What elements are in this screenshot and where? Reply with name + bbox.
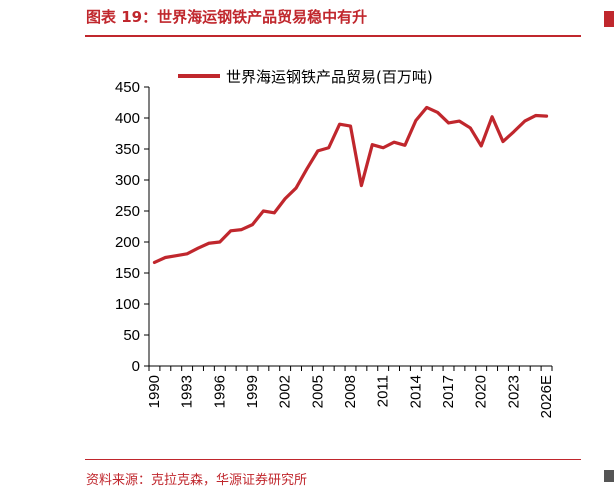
data-point bbox=[403, 144, 407, 147]
data-point bbox=[327, 146, 330, 149]
x-tick-label: 2008 bbox=[342, 375, 359, 408]
y-tick-label: 250 bbox=[115, 203, 140, 220]
y-tick-label: 0 bbox=[132, 358, 140, 375]
data-point bbox=[196, 247, 200, 250]
x-tick-label: 2005 bbox=[309, 375, 326, 408]
x-tick-label: 1990 bbox=[146, 375, 163, 408]
data-point bbox=[501, 140, 505, 143]
data-point bbox=[294, 186, 298, 190]
data-point bbox=[218, 240, 221, 244]
data-point bbox=[447, 121, 450, 125]
y-tick-label: 300 bbox=[115, 172, 140, 189]
data-point bbox=[316, 149, 320, 153]
y-tick-label: 100 bbox=[115, 296, 140, 313]
adjacent-panel-mark bbox=[604, 11, 614, 27]
data-point bbox=[392, 140, 396, 144]
data-point bbox=[338, 123, 341, 126]
adjacent-panel-mark-bottom bbox=[604, 470, 614, 482]
data-point bbox=[360, 184, 363, 187]
x-tick-label: 2014 bbox=[407, 375, 424, 408]
data-point bbox=[175, 254, 178, 257]
data-point bbox=[469, 126, 472, 130]
series-line bbox=[152, 105, 549, 265]
data-point bbox=[414, 119, 418, 122]
data-point bbox=[273, 211, 276, 215]
source-note: 资料来源：克拉克森，华源证券研究所 bbox=[86, 473, 308, 488]
x-tick-label: 1993 bbox=[179, 375, 196, 408]
data-point bbox=[164, 256, 167, 259]
figure-title: 图表 19：世界海运钢铁产品贸易稳中有升 bbox=[86, 8, 368, 26]
data-point bbox=[349, 124, 352, 128]
y-tick-label: 50 bbox=[123, 327, 140, 344]
data-point bbox=[240, 228, 243, 231]
x-tick-label: 2002 bbox=[277, 375, 294, 408]
data-point bbox=[523, 119, 526, 123]
x-tick-label: 2011 bbox=[375, 375, 392, 407]
data-point bbox=[436, 111, 439, 114]
data-point bbox=[458, 119, 461, 123]
data-point bbox=[305, 167, 309, 171]
data-point bbox=[512, 130, 516, 133]
data-point bbox=[229, 229, 232, 233]
footer-rule bbox=[85, 459, 581, 460]
data-point bbox=[480, 144, 483, 148]
data-point bbox=[545, 114, 548, 118]
data-point bbox=[490, 115, 494, 118]
y-tick-label: 150 bbox=[115, 265, 140, 282]
x-tick-label: 2020 bbox=[473, 375, 490, 408]
y-tick-label: 450 bbox=[115, 79, 140, 96]
data-point bbox=[283, 197, 287, 200]
y-tick-label: 400 bbox=[115, 110, 140, 127]
data-point bbox=[185, 252, 189, 255]
x-tick-label: 2023 bbox=[505, 375, 522, 408]
data-point bbox=[425, 106, 428, 109]
data-point bbox=[371, 143, 374, 146]
data-point bbox=[381, 146, 385, 149]
data-point bbox=[534, 114, 537, 117]
x-tick-label: 2017 bbox=[440, 375, 457, 408]
x-tick-label: 1996 bbox=[211, 375, 228, 408]
y-tick-label: 350 bbox=[115, 141, 140, 158]
y-tick-label: 200 bbox=[115, 234, 140, 251]
data-point bbox=[207, 242, 211, 245]
x-tick-label: 2026E bbox=[538, 375, 555, 418]
data-point bbox=[251, 223, 254, 226]
data-point bbox=[153, 261, 156, 264]
title-rule bbox=[85, 35, 581, 37]
data-point bbox=[262, 209, 265, 213]
legend-label: 世界海运钢铁产品贸易(百万吨) bbox=[226, 68, 433, 86]
x-tick-label: 1999 bbox=[244, 375, 261, 408]
